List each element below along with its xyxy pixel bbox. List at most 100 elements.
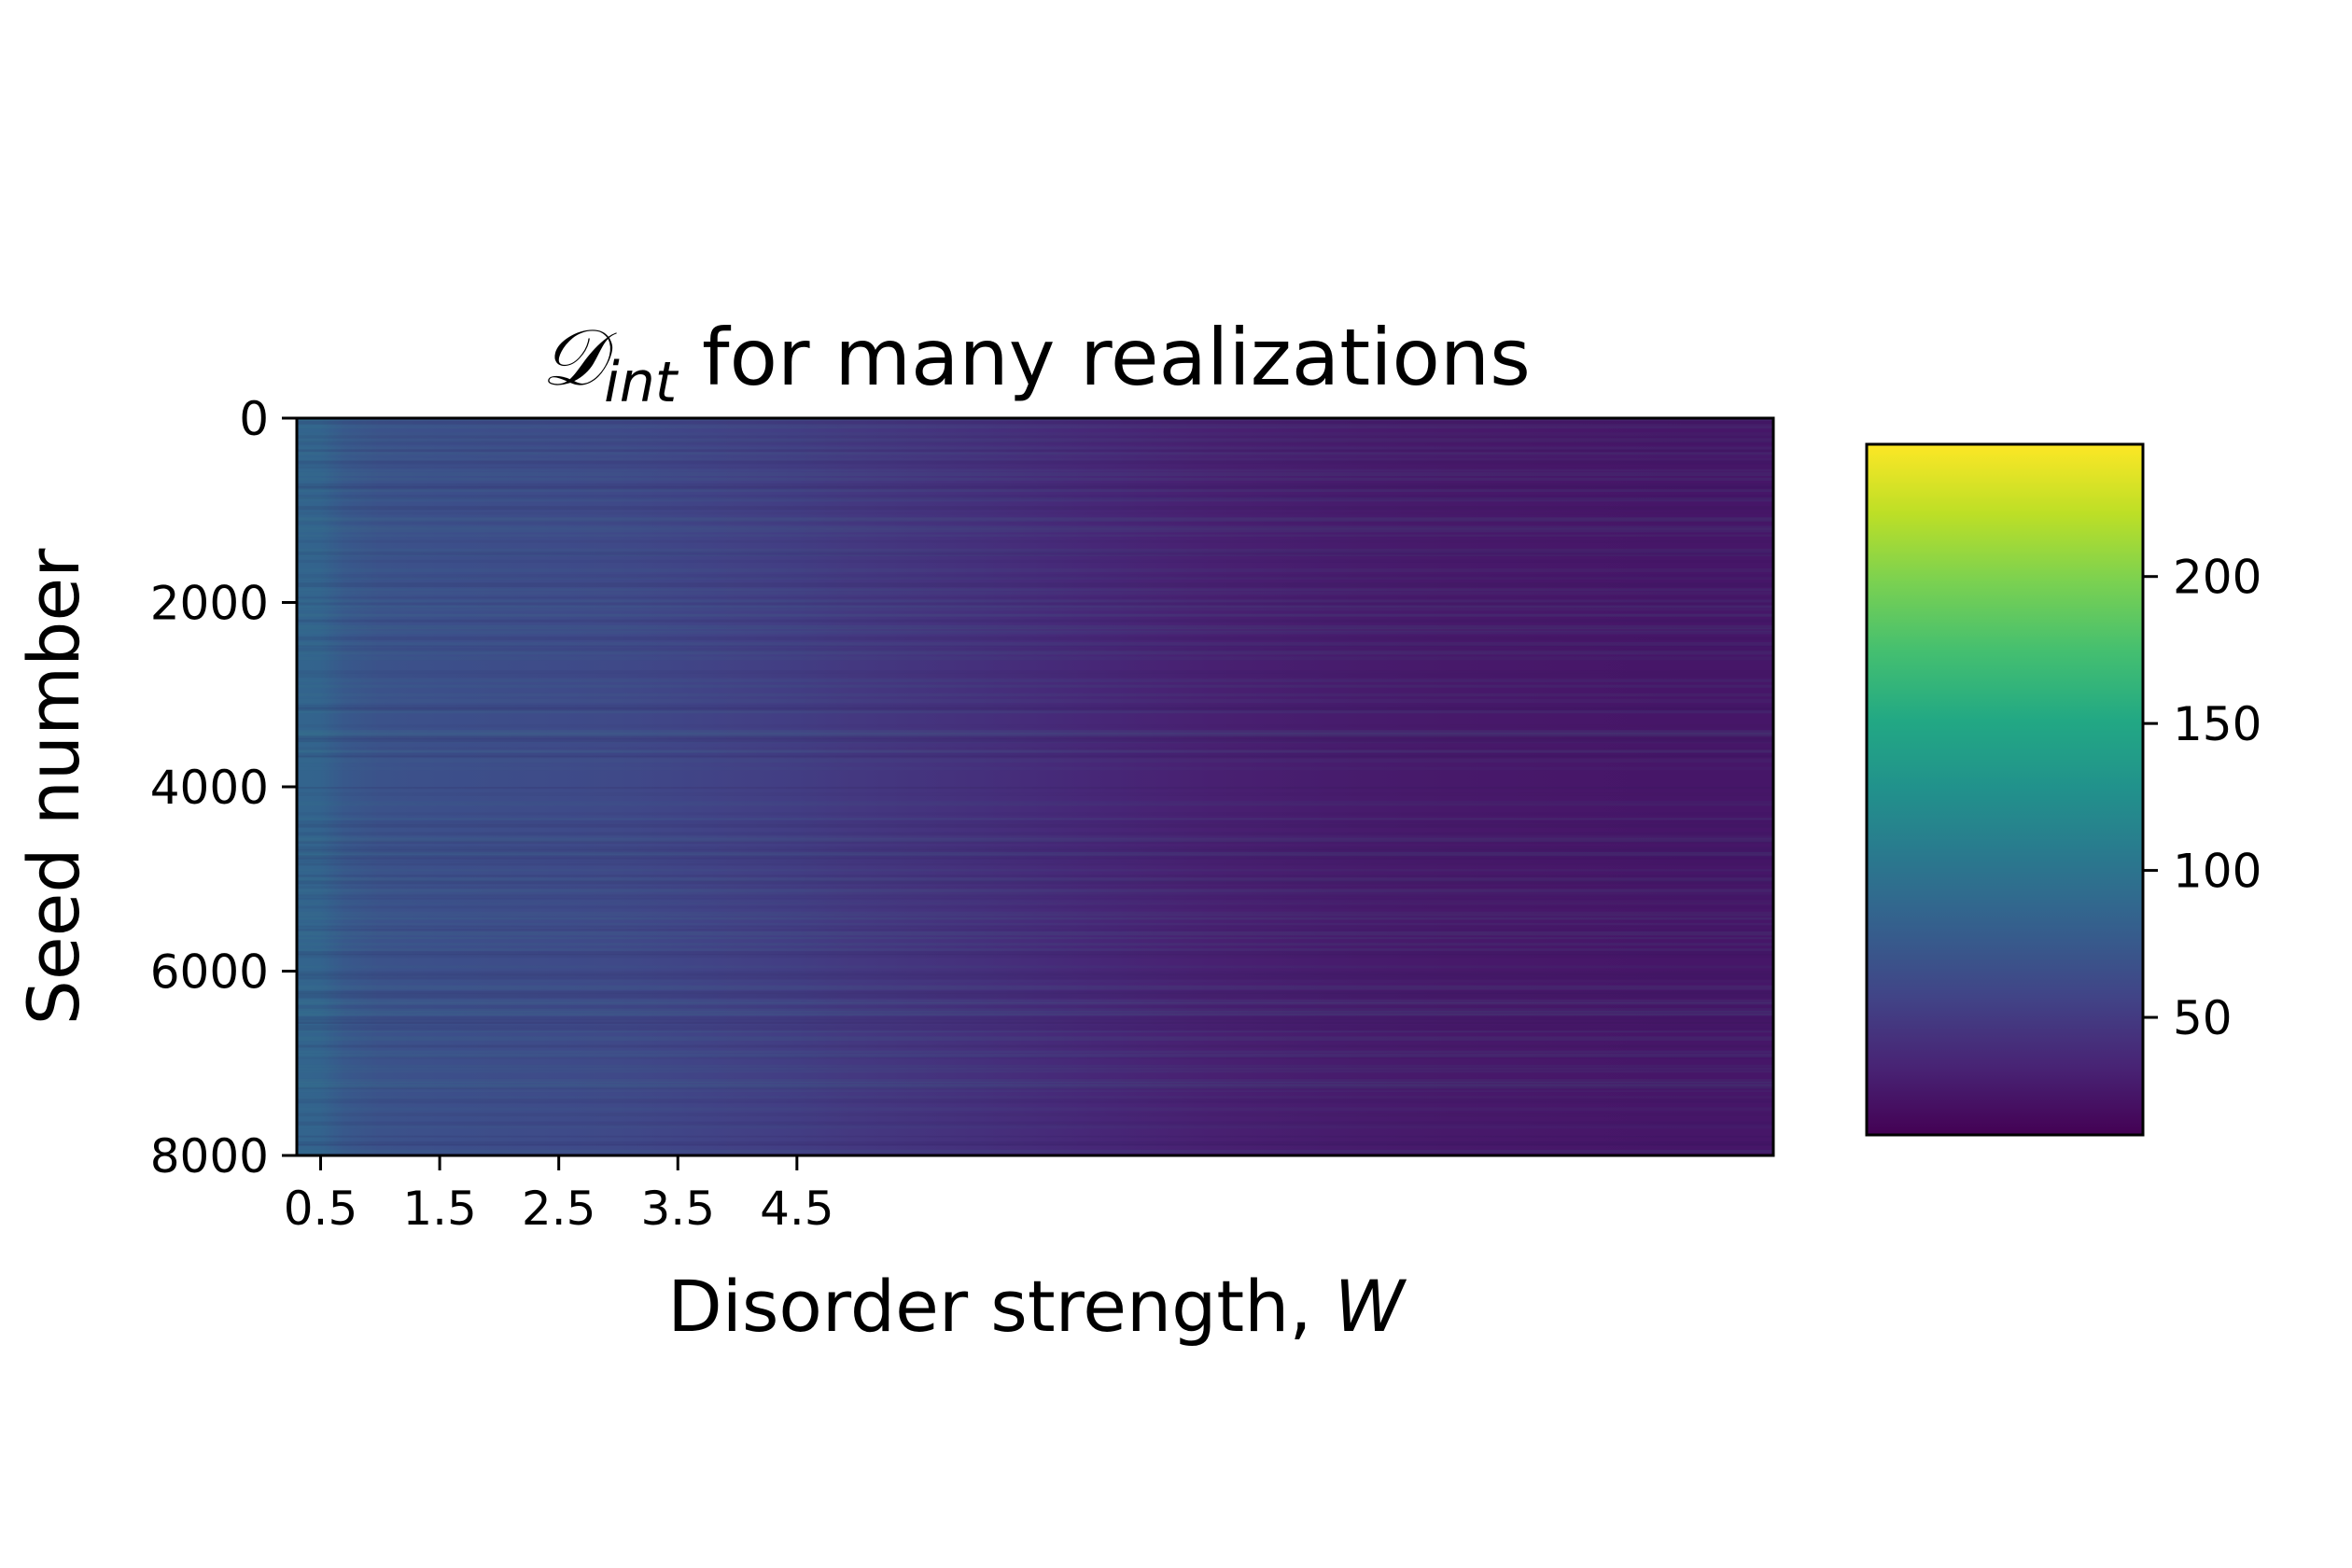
heatmap-row-stripe (297, 900, 1773, 904)
heatmap-row-stripe (297, 539, 1773, 543)
heatmap-row-stripe (297, 951, 1773, 956)
heatmap-row-stripe (297, 752, 1773, 757)
heatmap-row-stripe (297, 577, 1773, 581)
y-tick-label: 2000 (150, 577, 269, 631)
heatmap-row-stripe (297, 500, 1773, 503)
heatmap-row-stripe (297, 1087, 1773, 1089)
heatmap-row-stripe (297, 834, 1773, 839)
x-tick-label: 4.5 (760, 1182, 834, 1236)
heatmap-row-stripe (297, 1008, 1773, 1013)
heatmap-row-stripe (297, 1004, 1773, 1009)
heatmap-row-stripe (297, 704, 1773, 709)
heatmap-row-stripe (297, 599, 1773, 603)
heatmap-row-stripe (297, 1082, 1773, 1086)
heatmap-row-stripe (297, 846, 1773, 851)
heatmap-row-stripe (297, 1085, 1773, 1089)
heatmap-row-stripe (297, 1044, 1773, 1048)
y-tick-label: 0 (239, 392, 269, 446)
heatmap-row-stripe (297, 707, 1773, 711)
heatmap-row-stripe (297, 452, 1773, 455)
heatmap-row-stripe (297, 937, 1773, 940)
heatmap-row-stripe (297, 1090, 1773, 1093)
heatmap-row-stripe (297, 488, 1773, 492)
heatmap-row-stripe (297, 749, 1773, 753)
heatmap-row-stripe (297, 709, 1773, 714)
heatmap-row-stripe (297, 804, 1773, 806)
heatmap-row-stripe (297, 747, 1773, 750)
heatmap-plot-area (297, 418, 1773, 1155)
heatmap-row-stripe (297, 823, 1773, 828)
heatmap-row-stripe (297, 1078, 1773, 1083)
heatmap-row-stripe (297, 463, 1773, 466)
x-axis-label-var: W (1335, 1265, 1407, 1348)
heatmap-row-stripe (297, 602, 1773, 606)
colorbar-tick-label: 100 (2173, 845, 2261, 899)
heatmap-row-stripe (297, 449, 1773, 452)
heatmap-row-stripe (297, 985, 1773, 990)
heatmap-row-stripe (297, 1124, 1773, 1128)
heatmap-row-stripe (297, 903, 1773, 905)
heatmap-row-stripe (297, 886, 1773, 889)
heatmap-row-stripe (297, 1096, 1773, 1099)
heatmap-row-stripe (297, 1113, 1773, 1117)
heatmap-row-stripe (297, 1053, 1773, 1057)
heatmap-row-stripe (297, 624, 1773, 629)
heatmap-row-stripe (297, 1050, 1773, 1054)
heatmap-row-stripe (297, 548, 1773, 553)
heatmap-row-stripe (297, 1028, 1773, 1031)
heatmap-row-stripe (297, 627, 1773, 632)
heatmap-row-stripe (297, 861, 1773, 863)
heatmap-row-stripe (297, 848, 1773, 854)
heatmap-row-stripe (297, 1014, 1773, 1016)
y-axis-label: Seed number (12, 548, 95, 1026)
heatmap-row-stripe (297, 792, 1773, 796)
heatmap-row-stripe (297, 441, 1773, 445)
heatmap-row-stripe (297, 435, 1773, 440)
heatmap-row-stripe (297, 432, 1773, 437)
heatmap-row-stripe (297, 925, 1773, 928)
x-axis-ticks: 0.5 1.5 2.5 3.5 4.5 (284, 1155, 834, 1236)
x-tick-label: 0.5 (284, 1182, 358, 1236)
heatmap-row-stripe (297, 1019, 1773, 1024)
heatmap-row-stripe (297, 534, 1773, 538)
x-tick-label: 1.5 (402, 1182, 477, 1236)
heatmap-row-stripe (297, 648, 1773, 652)
heatmap-row-stripe (297, 965, 1773, 969)
heatmap-row-stripe (297, 1056, 1773, 1059)
heatmap-row-stripe (297, 1107, 1773, 1112)
heatmap-row-stripe (297, 999, 1773, 1004)
heatmap-row-stripe (297, 1001, 1773, 1005)
heatmap-row-stripe (297, 931, 1773, 936)
heatmap-row-stripe (297, 869, 1773, 872)
heatmap-row-stripe (297, 1141, 1773, 1145)
heatmap-row-stripe (297, 485, 1773, 490)
heatmap-row-stripe (297, 894, 1773, 897)
heatmap-row-stripe (297, 642, 1773, 647)
heatmap-row-stripe (297, 684, 1773, 688)
x-axis-label-text: Disorder strength, (667, 1265, 1334, 1348)
heatmap-row-stripe (297, 787, 1773, 790)
heatmap-base (297, 418, 1773, 1155)
heatmap-row-stripe (297, 801, 1773, 805)
heatmap-row-stripe (297, 889, 1773, 892)
heatmap-row-stripe (297, 954, 1773, 959)
heatmap-row-stripe (297, 636, 1773, 641)
x-tick-label: 2.5 (522, 1182, 596, 1236)
heatmap-row-stripe (297, 520, 1773, 525)
heatmap-row-stripe (297, 863, 1773, 866)
y-tick-label: 6000 (150, 945, 269, 1000)
colorbar-tick-label: 150 (2173, 697, 2261, 751)
heatmap-row-stripe (297, 758, 1773, 763)
heatmap-row-stripe (297, 1016, 1773, 1020)
heatmap-row-stripe (297, 457, 1773, 461)
heatmap-row-stripe (297, 559, 1773, 563)
heatmap-row-stripe (297, 971, 1773, 975)
heatmap-row-stripe (297, 495, 1773, 499)
heatmap-row-stripe (297, 735, 1773, 740)
heatmap-row-stripe (297, 922, 1773, 926)
heatmap-row-stripe (297, 990, 1773, 995)
heatmap-row-stripe (297, 506, 1773, 511)
heatmap-row-stripe (297, 1011, 1773, 1015)
y-tick-label: 4000 (150, 761, 269, 815)
